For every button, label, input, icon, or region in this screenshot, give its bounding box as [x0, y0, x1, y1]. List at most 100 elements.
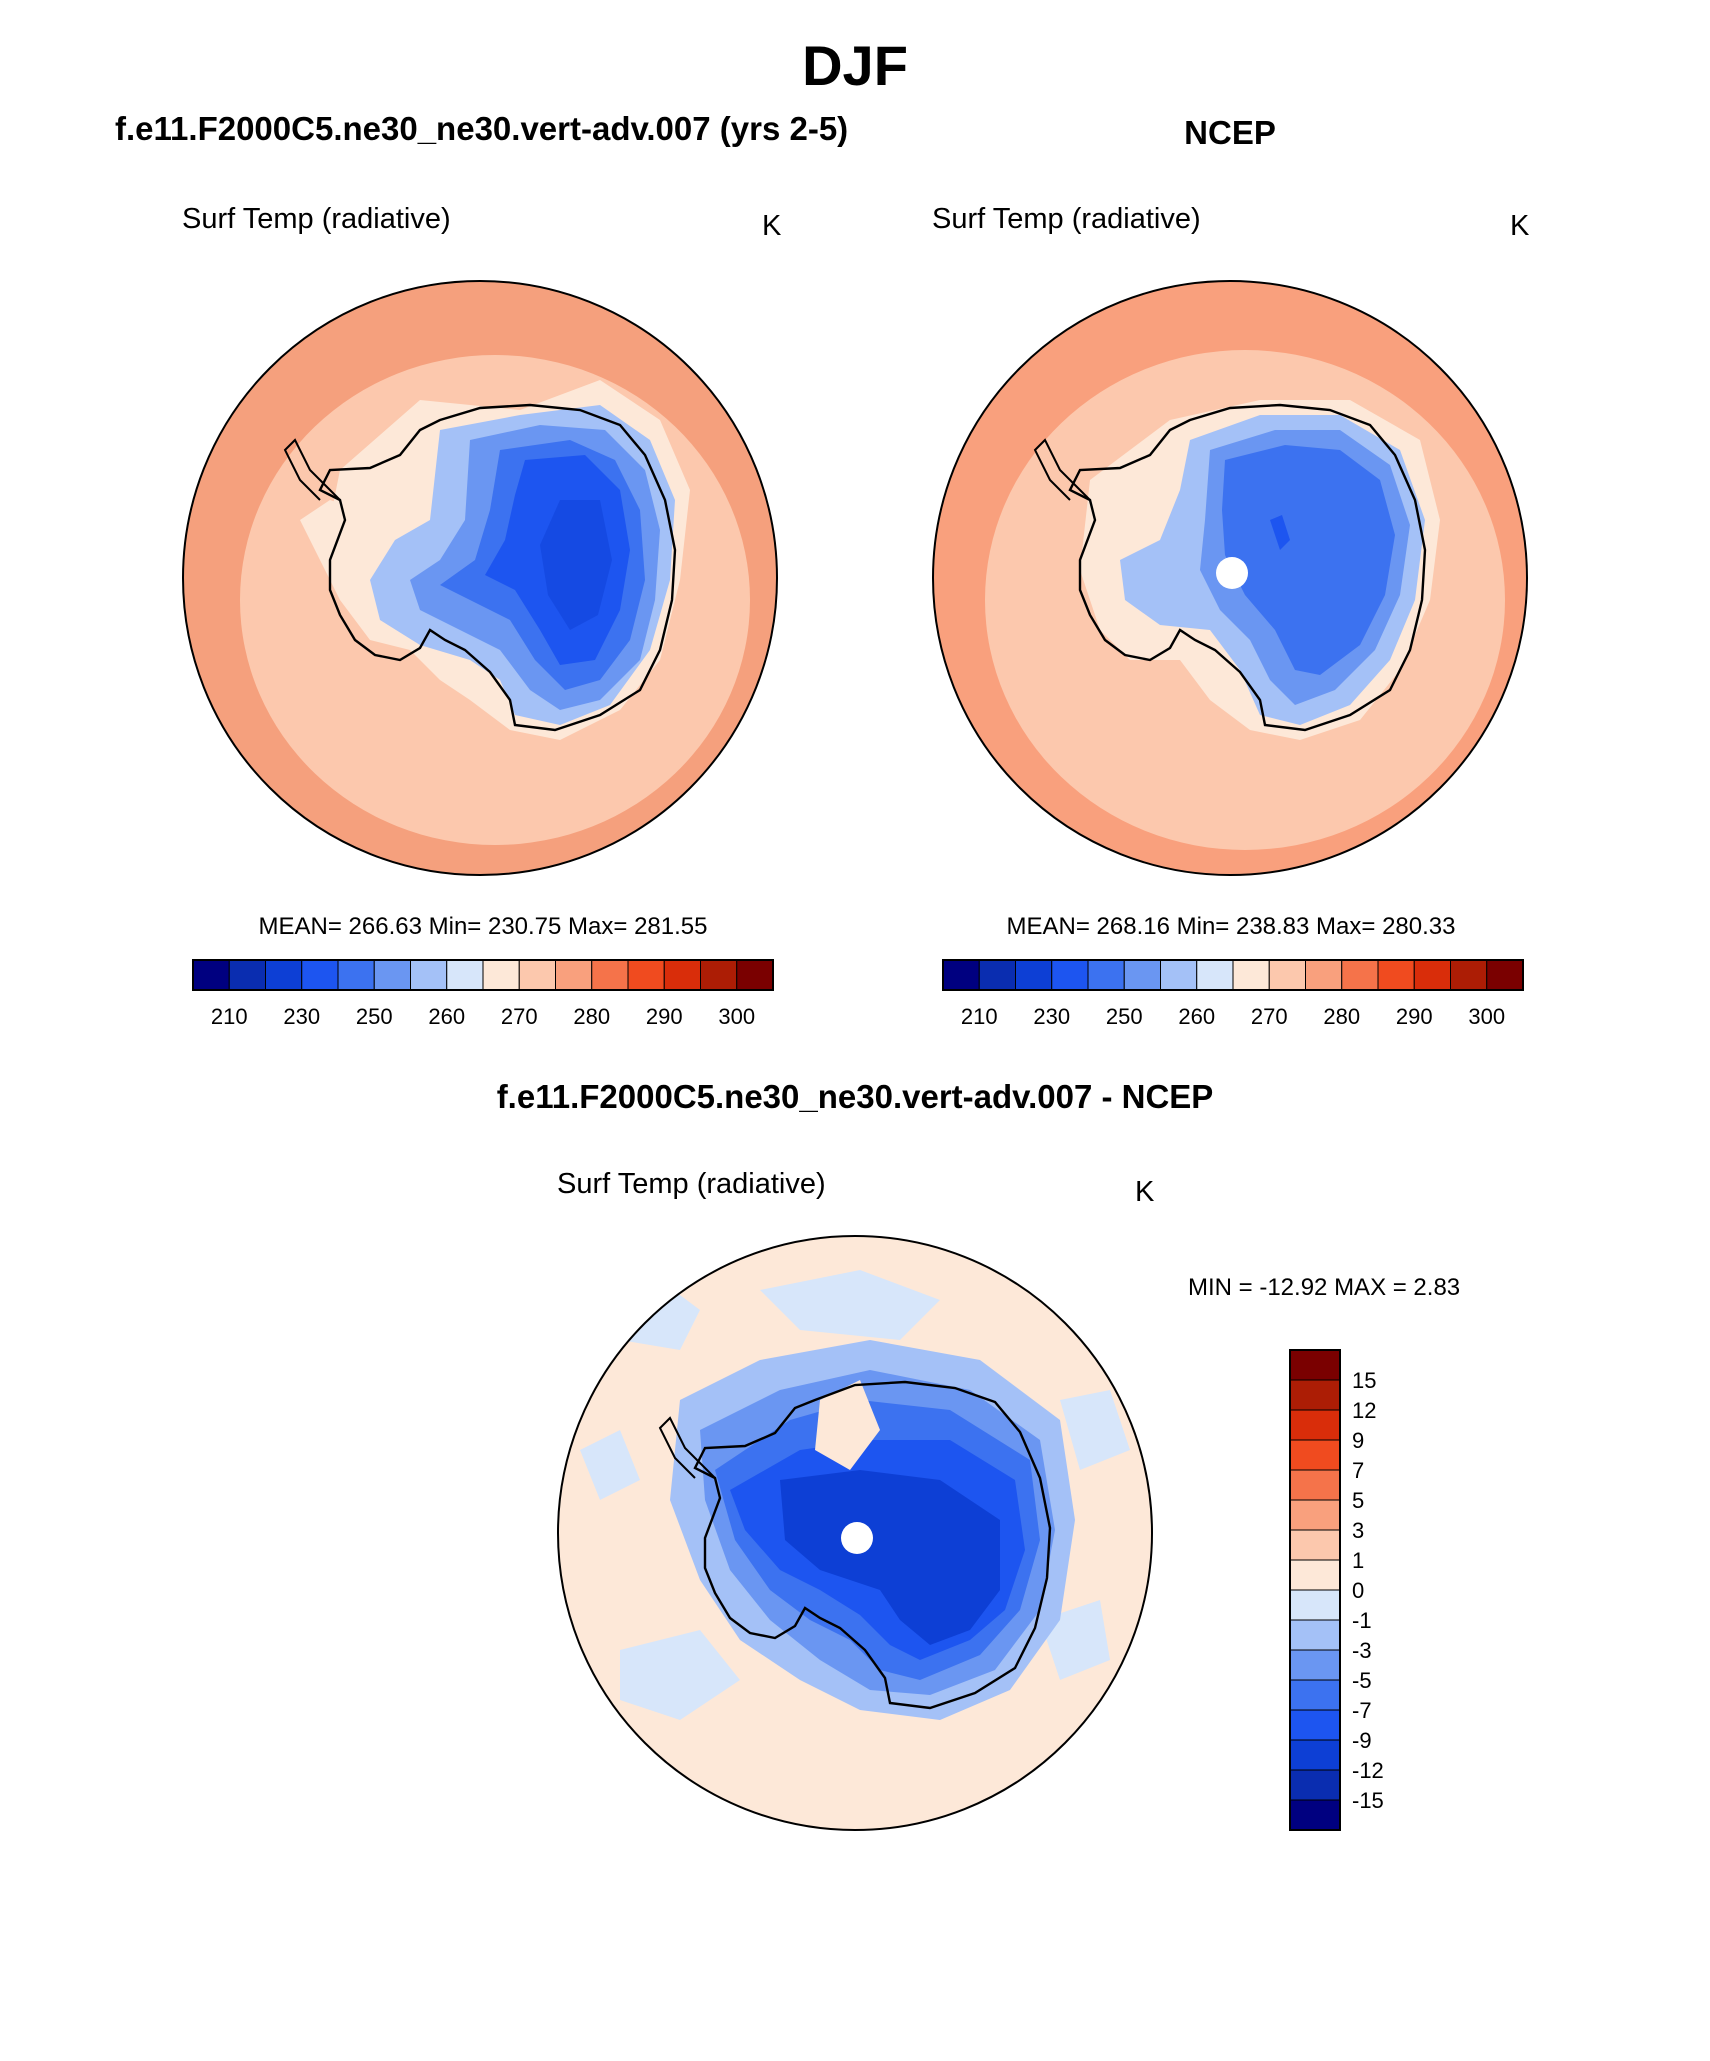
- model-colorbar-tick-label: 250: [356, 1004, 393, 1029]
- obs-colorbar-tick-label: 230: [1033, 1004, 1070, 1029]
- obs-colorbar-swatch: [1413, 959, 1451, 991]
- model-map: [182, 280, 778, 876]
- diff-colorbar-swatch: [1289, 1589, 1341, 1621]
- diff-colorbar-tick-label: -7: [1352, 1698, 1372, 1723]
- model-colorbar-swatch: [446, 959, 484, 991]
- diff-colorbar-tick-label: 7: [1352, 1458, 1364, 1483]
- figure-title: DJF: [802, 34, 908, 97]
- model-colorbar-swatch: [410, 959, 448, 991]
- diff-colorbar-tick-label: 9: [1352, 1428, 1364, 1453]
- diff-colorbar-tick-label: -1: [1352, 1608, 1372, 1633]
- obs-colorbar-tick-label: 270: [1251, 1004, 1288, 1029]
- obs-colorbar-tick-label: 210: [961, 1004, 998, 1029]
- model-colorbar-swatch: [663, 959, 701, 991]
- obs-map: [932, 280, 1528, 876]
- model-colorbar-swatch: [265, 959, 303, 991]
- obs-colorbar-tick-label: 290: [1396, 1004, 1433, 1029]
- obs-colorbar-swatch: [1377, 959, 1415, 991]
- diff-pole-hole: [841, 1522, 873, 1554]
- obs-variable-label: Surf Temp (radiative): [932, 203, 1201, 235]
- obs-pole-hole: [1216, 557, 1248, 589]
- diff-colorbar-tick-label: 0: [1352, 1578, 1364, 1603]
- obs-colorbar-swatch: [1015, 959, 1053, 991]
- diff-colorbar-swatch: [1289, 1619, 1341, 1651]
- model-colorbar-tick-label: 290: [646, 1004, 683, 1029]
- model-colorbar-swatch: [228, 959, 266, 991]
- model-colorbar-tick-label: 300: [718, 1004, 755, 1029]
- model-colorbar-swatch: [301, 959, 339, 991]
- diff-colorbar-swatch: [1289, 1739, 1341, 1771]
- obs-units-label: K: [1510, 210, 1530, 242]
- obs-colorbar-frame: [942, 959, 1524, 991]
- model-colorbar-swatch: [555, 959, 593, 991]
- obs-colorbar-swatch: [1123, 959, 1161, 991]
- obs-colorbar-swatch: [1196, 959, 1234, 991]
- diff-colorbar-swatch: [1289, 1469, 1341, 1501]
- diff-colorbar-swatch: [1289, 1799, 1341, 1831]
- obs-colorbar-tick-label: 250: [1106, 1004, 1143, 1029]
- model-variable-label: Surf Temp (radiative): [182, 203, 451, 235]
- obs-colorbar-swatch: [1232, 959, 1270, 991]
- diff-colorbar-swatch: [1289, 1559, 1341, 1591]
- model-colorbar: 210 230 250 260 270 280 290 300: [192, 959, 774, 1029]
- model-colorbar-swatch: [627, 959, 665, 991]
- model-colorbar-tick-label: 230: [283, 1004, 320, 1029]
- obs-colorbar-tick-label: 300: [1468, 1004, 1505, 1029]
- diff-colorbar-swatch: [1289, 1529, 1341, 1561]
- diff-panel-title: f.e11.F2000C5.ne30_ne30.vert-adv.007 - N…: [496, 1078, 1214, 1115]
- diff-colorbar-swatch: [1289, 1649, 1341, 1681]
- obs-colorbar-swatch: [1160, 959, 1198, 991]
- diff-colorbar-frame: [1289, 1349, 1341, 1831]
- obs-colorbar-tick-label: 280: [1323, 1004, 1360, 1029]
- model-colorbar-swatch: [700, 959, 738, 991]
- diff-colorbar-tick-label: 12: [1352, 1398, 1376, 1423]
- model-colorbar-tick-label: 260: [428, 1004, 465, 1029]
- model-panel-title: f.e11.F2000C5.ne30_ne30.vert-adv.007 (yr…: [115, 110, 849, 147]
- obs-colorbar-swatch: [1341, 959, 1379, 991]
- diff-colorbar-swatch: [1289, 1679, 1341, 1711]
- obs-panel-title: NCEP: [1184, 114, 1276, 151]
- model-colorbar-swatch: [482, 959, 520, 991]
- diff-colorbar-swatch: [1289, 1769, 1341, 1801]
- obs-colorbar-swatch: [1450, 959, 1488, 991]
- diff-colorbar-tick-label: 3: [1352, 1518, 1364, 1543]
- model-colorbar-swatch: [373, 959, 411, 991]
- model-colorbar-tick-label: 210: [211, 1004, 248, 1029]
- model-colorbar-swatch: [192, 959, 230, 991]
- obs-colorbar-swatch: [1268, 959, 1306, 991]
- diff-map: [557, 1235, 1153, 1831]
- model-stats: MEAN= 266.63 Min= 230.75 Max= 281.55: [258, 913, 708, 940]
- obs-colorbar-swatch: [1305, 959, 1343, 991]
- obs-stats: MEAN= 268.16 Min= 238.83 Max= 280.33: [1006, 913, 1456, 940]
- model-colorbar-tick-label: 280: [573, 1004, 610, 1029]
- model-colorbar-swatch: [518, 959, 556, 991]
- obs-colorbar-swatch: [978, 959, 1016, 991]
- diff-colorbar-swatch: [1289, 1499, 1341, 1531]
- obs-colorbar-swatch: [1051, 959, 1089, 991]
- diff-colorbar: 15 12 9 7 5 3 1 0 -1 -3 -5 -7 -9 -12 -15: [1289, 1349, 1384, 1831]
- diff-colorbar-tick-label: 5: [1352, 1488, 1364, 1513]
- diff-colorbar-tick-label: -5: [1352, 1668, 1372, 1693]
- diff-stats: MIN = -12.92 MAX = 2.83: [1188, 1274, 1461, 1301]
- obs-colorbar-swatch: [1087, 959, 1125, 991]
- model-colorbar-tick-label: 270: [501, 1004, 538, 1029]
- diff-colorbar-tick-label: 1: [1352, 1548, 1364, 1573]
- obs-colorbar-tick-label: 260: [1178, 1004, 1215, 1029]
- diff-colorbar-swatch: [1289, 1349, 1341, 1381]
- diff-colorbar-tick-label: -15: [1352, 1788, 1384, 1813]
- model-colorbar-swatch: [736, 959, 774, 991]
- obs-colorbar-swatch: [1486, 959, 1524, 991]
- model-colorbar-swatch: [337, 959, 375, 991]
- obs-colorbar: 210 230 250 260 270 280 290 300: [942, 959, 1524, 1029]
- diff-colorbar-swatch: [1289, 1709, 1341, 1741]
- diff-colorbar-tick-label: -3: [1352, 1638, 1372, 1663]
- diff-units-label: K: [1135, 1176, 1155, 1208]
- obs-colorbar-swatch: [942, 959, 980, 991]
- diff-colorbar-tick-label: 15: [1352, 1368, 1376, 1393]
- diff-colorbar-swatch: [1289, 1379, 1341, 1411]
- diff-colorbar-swatch: [1289, 1439, 1341, 1471]
- model-units-label: K: [762, 210, 782, 242]
- model-colorbar-frame: [192, 959, 774, 991]
- diff-colorbar-tick-label: -9: [1352, 1728, 1372, 1753]
